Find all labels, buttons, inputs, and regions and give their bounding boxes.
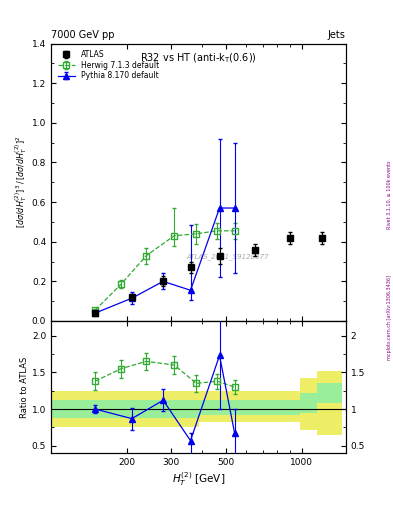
Text: Jets: Jets: [328, 30, 346, 40]
Text: 7000 GeV pp: 7000 GeV pp: [51, 30, 115, 40]
Legend: ATLAS, Herwig 7.1.3 default, Pythia 8.170 default: ATLAS, Herwig 7.1.3 default, Pythia 8.17…: [55, 47, 162, 83]
Text: ATLAS_2011_S9128077: ATLAS_2011_S9128077: [187, 253, 269, 260]
X-axis label: $H_T^{(2)}$ [GeV]: $H_T^{(2)}$ [GeV]: [172, 470, 225, 487]
Text: R32 vs HT (anti-k$_\mathregular{T}$(0.6)): R32 vs HT (anti-k$_\mathregular{T}$(0.6)…: [140, 52, 257, 66]
Y-axis label: Ratio to ATLAS: Ratio to ATLAS: [20, 356, 29, 418]
Text: mcplots.cern.ch [arXiv:1306.3436]: mcplots.cern.ch [arXiv:1306.3436]: [387, 275, 392, 360]
Text: Rivet 3.1.10, ≥ 100k events: Rivet 3.1.10, ≥ 100k events: [387, 160, 392, 229]
Y-axis label: $[d\sigma/dH_T^{(2)}]^3\,/\,[d\sigma/dH_T^{(2)}]^2$: $[d\sigma/dH_T^{(2)}]^3\,/\,[d\sigma/dH_…: [14, 136, 29, 228]
